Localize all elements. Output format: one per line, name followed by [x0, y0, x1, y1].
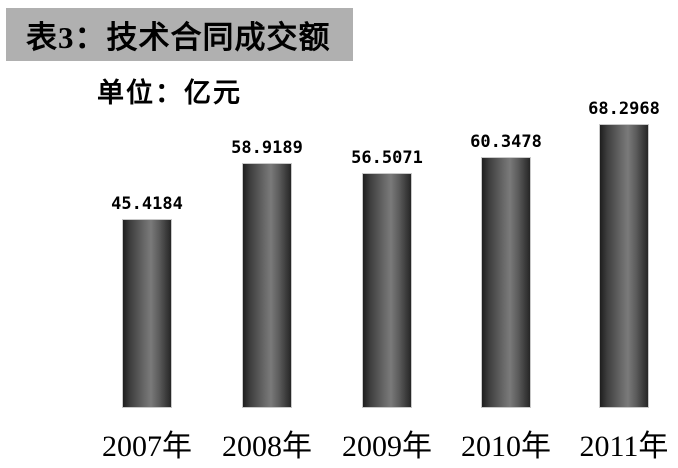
chart-title-banner: 表3：技术合同成交额 — [6, 8, 353, 61]
bar-2010 — [481, 157, 531, 408]
bar-2009 — [362, 173, 412, 408]
x-axis-label-2008: 2008年 — [222, 430, 312, 463]
x-axis-label-2010: 2010年 — [461, 430, 551, 463]
bar-value-label-2009: 56.5071 — [351, 148, 423, 168]
chart-title: 表3：技术合同成交额 — [26, 20, 331, 55]
bar-2007 — [122, 219, 172, 408]
bar-value-label-2010: 60.3478 — [470, 132, 542, 152]
bar-2011 — [599, 124, 649, 408]
unit-label: 单位：亿元 — [97, 78, 242, 108]
x-axis-label-2009: 2009年 — [342, 430, 432, 463]
bar-value-label-2007: 45.4184 — [111, 194, 183, 214]
bar-value-label-2008: 58.9189 — [231, 138, 303, 158]
bar-2008 — [242, 163, 292, 408]
x-axis-label-2011: 2011年 — [579, 430, 669, 463]
bar-value-label-2011: 68.2968 — [588, 99, 660, 119]
x-axis-label-2007: 2007年 — [102, 430, 192, 463]
